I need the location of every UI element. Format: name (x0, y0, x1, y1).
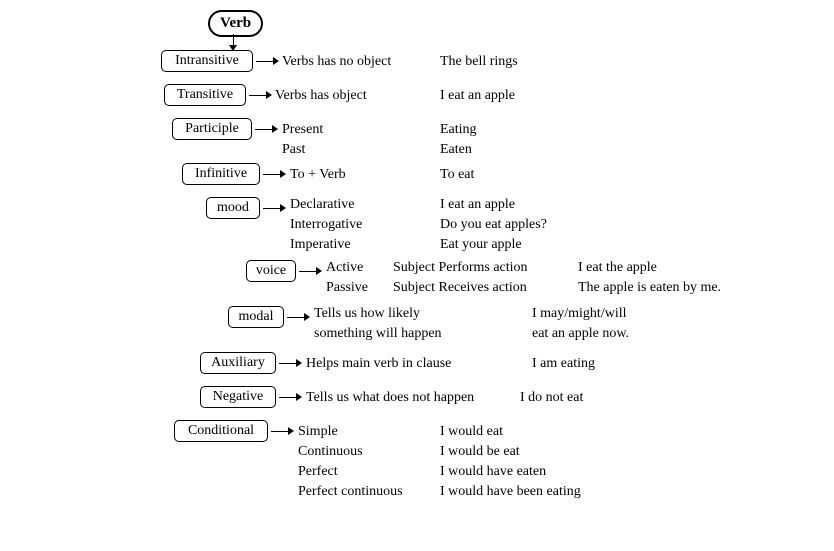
category-arrow (249, 95, 267, 96)
row-example: I eat the apple (578, 260, 657, 276)
row-example: Eating (440, 122, 477, 138)
category-arrow (287, 317, 305, 318)
category-arrow (263, 208, 281, 209)
row-desc: Passive (326, 280, 368, 296)
category-arrow (299, 271, 317, 272)
row-desc: Tells us how likely (314, 306, 420, 322)
row-desc: Declarative (290, 197, 355, 213)
row-example: I would have been eating (440, 484, 581, 500)
row-example: I do not eat (520, 390, 583, 406)
row-example: I may/might/will (532, 306, 627, 322)
row-desc: Continuous (298, 444, 363, 460)
category-arrow (279, 397, 297, 398)
category-arrow (271, 431, 289, 432)
row-mid: Subject Performs action (393, 260, 528, 276)
row-desc: Verbs has object (275, 88, 367, 104)
category-box: Participle (172, 118, 252, 140)
row-desc: Interrogative (290, 217, 362, 233)
row-desc: something will happen (314, 326, 442, 342)
row-example: To eat (440, 167, 474, 183)
row-example: I would have eaten (440, 464, 546, 480)
row-desc: Past (282, 142, 305, 158)
row-example: I eat an apple (440, 197, 515, 213)
category-box: Conditional (174, 420, 268, 442)
row-example: Eat your apple (440, 237, 522, 253)
row-desc: Perfect continuous (298, 484, 403, 500)
row-desc: Verbs has no object (282, 54, 391, 70)
category-box: Negative (200, 386, 276, 408)
row-desc: To + Verb (290, 167, 346, 183)
category-box: modal (228, 306, 284, 328)
row-desc: Helps main verb in clause (306, 356, 451, 372)
category-arrow (279, 363, 297, 364)
category-box: Intransitive (161, 50, 253, 72)
row-mid: Subject Receives action (393, 280, 527, 296)
row-example: I would eat (440, 424, 503, 440)
category-box: voice (246, 260, 296, 282)
row-example: The apple is eaten by me. (578, 280, 721, 296)
row-example: eat an apple now. (532, 326, 629, 342)
category-box: Auxiliary (200, 352, 276, 374)
category-arrow (263, 174, 281, 175)
row-desc: Active (326, 260, 363, 276)
category-arrow (255, 129, 273, 130)
category-arrow (256, 61, 274, 62)
row-example: The bell rings (440, 54, 518, 70)
category-box: mood (206, 197, 260, 219)
row-example: I am eating (532, 356, 595, 372)
row-desc: Perfect (298, 464, 338, 480)
category-box: Transitive (164, 84, 246, 106)
category-box: Infinitive (182, 163, 260, 185)
row-example: I would be eat (440, 444, 520, 460)
row-desc: Imperative (290, 237, 351, 253)
row-desc: Simple (298, 424, 338, 440)
row-desc: Present (282, 122, 323, 138)
root-verb-box: Verb (208, 10, 263, 37)
row-example: I eat an apple (440, 88, 515, 104)
row-example: Eaten (440, 142, 472, 158)
row-desc: Tells us what does not happen (306, 390, 474, 406)
row-example: Do you eat apples? (440, 217, 547, 233)
root-arrow-down (233, 34, 234, 46)
